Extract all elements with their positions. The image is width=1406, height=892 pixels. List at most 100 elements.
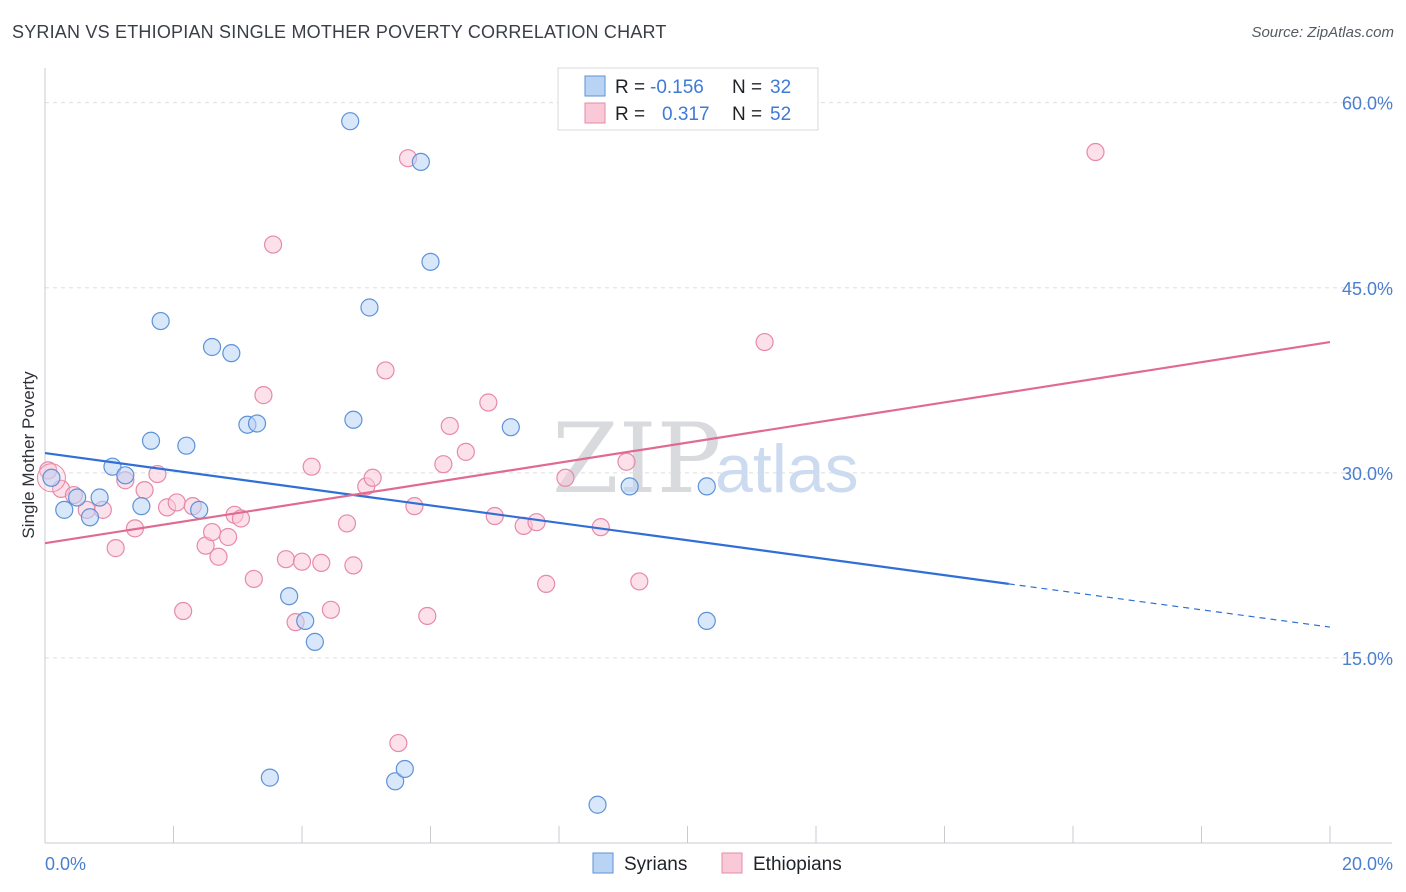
ethiopian-point-32 [363,468,382,487]
syrian-point-3 [80,508,100,527]
ethiopian-trend-line [44,340,1331,545]
legend-syrian-swatch [584,75,606,97]
ethiopian-point-44 [527,513,546,532]
ethiopian-point-23 [276,550,296,569]
gridlines [45,102,1392,659]
ethiopian-point-8 [135,481,154,500]
ethiopian-point-28 [321,600,341,619]
syrian-point-23 [395,759,414,779]
x-tick-label-1: 20.0% [1342,854,1393,874]
y-tick-label-2: 45.0% [1342,279,1393,299]
watermark: ZIP atlas [552,403,859,515]
syrian-point-21 [360,298,379,317]
bottom-legend-ethiopians-swatch [721,852,743,874]
x-tick-label-0: 0.0% [45,854,86,874]
syrian-point-17 [280,587,299,606]
syrian-point-13 [222,344,241,363]
ethiopian-point-21 [254,386,273,405]
ethiopian-point-33 [376,361,395,380]
ethiopian-point-50 [755,332,774,352]
legend-syrian-r-label: R = [615,77,645,98]
legend-ethiopian-swatch [584,102,606,124]
syrian-point-29 [697,477,716,496]
ethiopian-point-20 [244,569,263,589]
ethiopian-point-5 [106,539,125,558]
x-tick-labels: 0.0% 20.0% [45,854,1393,874]
syrian-point-25 [421,252,440,271]
legend-ethiopian-r-label: R = [615,104,645,125]
ethiopian-point-17 [219,527,238,547]
syrian-point-20 [341,112,360,131]
syrian-trend-line-extension [1008,583,1331,628]
y-tick-label-3: 60.0% [1342,94,1393,114]
ethiopian-point-30 [344,556,363,575]
bottom-legend-syrians-label: Syrians [624,854,687,875]
syrian-point-8 [141,431,161,450]
syrian-point-16 [260,768,279,787]
syrian-point-15 [247,414,267,433]
syrian-point-31 [344,410,363,429]
chart-title: SYRIAN VS ETHIOPIAN SINGLE MOTHER POVERT… [12,22,667,42]
legend-syrian-r-value: -0.156 [650,77,704,98]
syrian-point-0 [42,468,61,487]
syrian-point-11 [190,500,209,519]
legend-syrian-n-label: N = [732,77,762,98]
syrian-point-12 [202,337,222,357]
ethiopian-point-51 [1086,142,1105,162]
ethiopian-point-36 [405,497,424,516]
syrian-point-4 [90,488,109,507]
ethiopian-point-37 [418,606,437,626]
ethiopian-point-26 [302,457,321,476]
ethiopian-point-22 [263,235,283,254]
ethiopian-point-12 [174,601,193,621]
y-tick-label-0: 15.0% [1342,649,1393,669]
syrian-point-10 [177,436,196,455]
watermark-atlas: atlas [715,431,859,507]
syrian-point-26 [501,418,520,437]
ethiopian-point-34 [389,733,408,753]
ethiopian-points [36,142,1105,753]
ethiopian-point-27 [312,553,331,573]
y-tick-labels: 15.0% 30.0% 45.0% 60.0% [1342,94,1393,669]
syrian-points [42,112,716,814]
source-note: Source: ZipAtlas.com [1251,24,1394,41]
ethiopian-point-46 [556,468,575,487]
syrian-point-27 [588,795,607,814]
trend-lines [44,340,1331,628]
ethiopian-point-41 [479,393,498,412]
ethiopian-point-38 [434,455,453,474]
correlation-legend: R = -0.156 N = 32 R = 0.317 N = 52 [557,67,819,131]
y-axis-label: Single Mother Poverty [19,371,38,539]
ethiopian-point-48 [617,452,636,471]
bottom-legend-ethiopians-label: Ethiopians [753,854,842,875]
ethiopian-point-39 [440,416,459,436]
syrian-point-7 [132,497,151,516]
ethiopian-point-25 [292,552,312,571]
syrian-trend-line [44,452,1009,585]
syrian-point-18 [296,611,315,631]
ethiopian-point-11 [167,493,186,512]
legend-ethiopian-n-value: 52 [770,104,791,125]
legend-ethiopian-n-label: N = [732,104,762,125]
ethiopian-point-45 [537,574,556,593]
axes [44,68,1392,844]
bottom-legend-syrians-swatch [592,852,614,874]
ethiopian-point-29 [337,514,357,533]
syrian-point-9 [151,311,170,331]
series-legend: Syrians Ethiopians [592,852,842,875]
ethiopian-point-16 [209,547,228,566]
ethiopian-point-15 [202,522,222,542]
syrian-point-2 [68,488,87,507]
syrian-point-22 [386,772,405,791]
y-tick-label-1: 30.0% [1342,464,1393,484]
syrian-point-24 [411,152,430,172]
syrian-point-30 [697,611,716,631]
syrian-point-28 [620,477,639,496]
ethiopian-point-49 [630,572,649,591]
syrian-point-6 [116,466,135,485]
syrian-point-19 [305,632,324,651]
syrian-point-1 [55,500,74,519]
ethiopian-point-40 [456,442,475,461]
legend-ethiopian-r-value: 0.317 [662,104,710,125]
